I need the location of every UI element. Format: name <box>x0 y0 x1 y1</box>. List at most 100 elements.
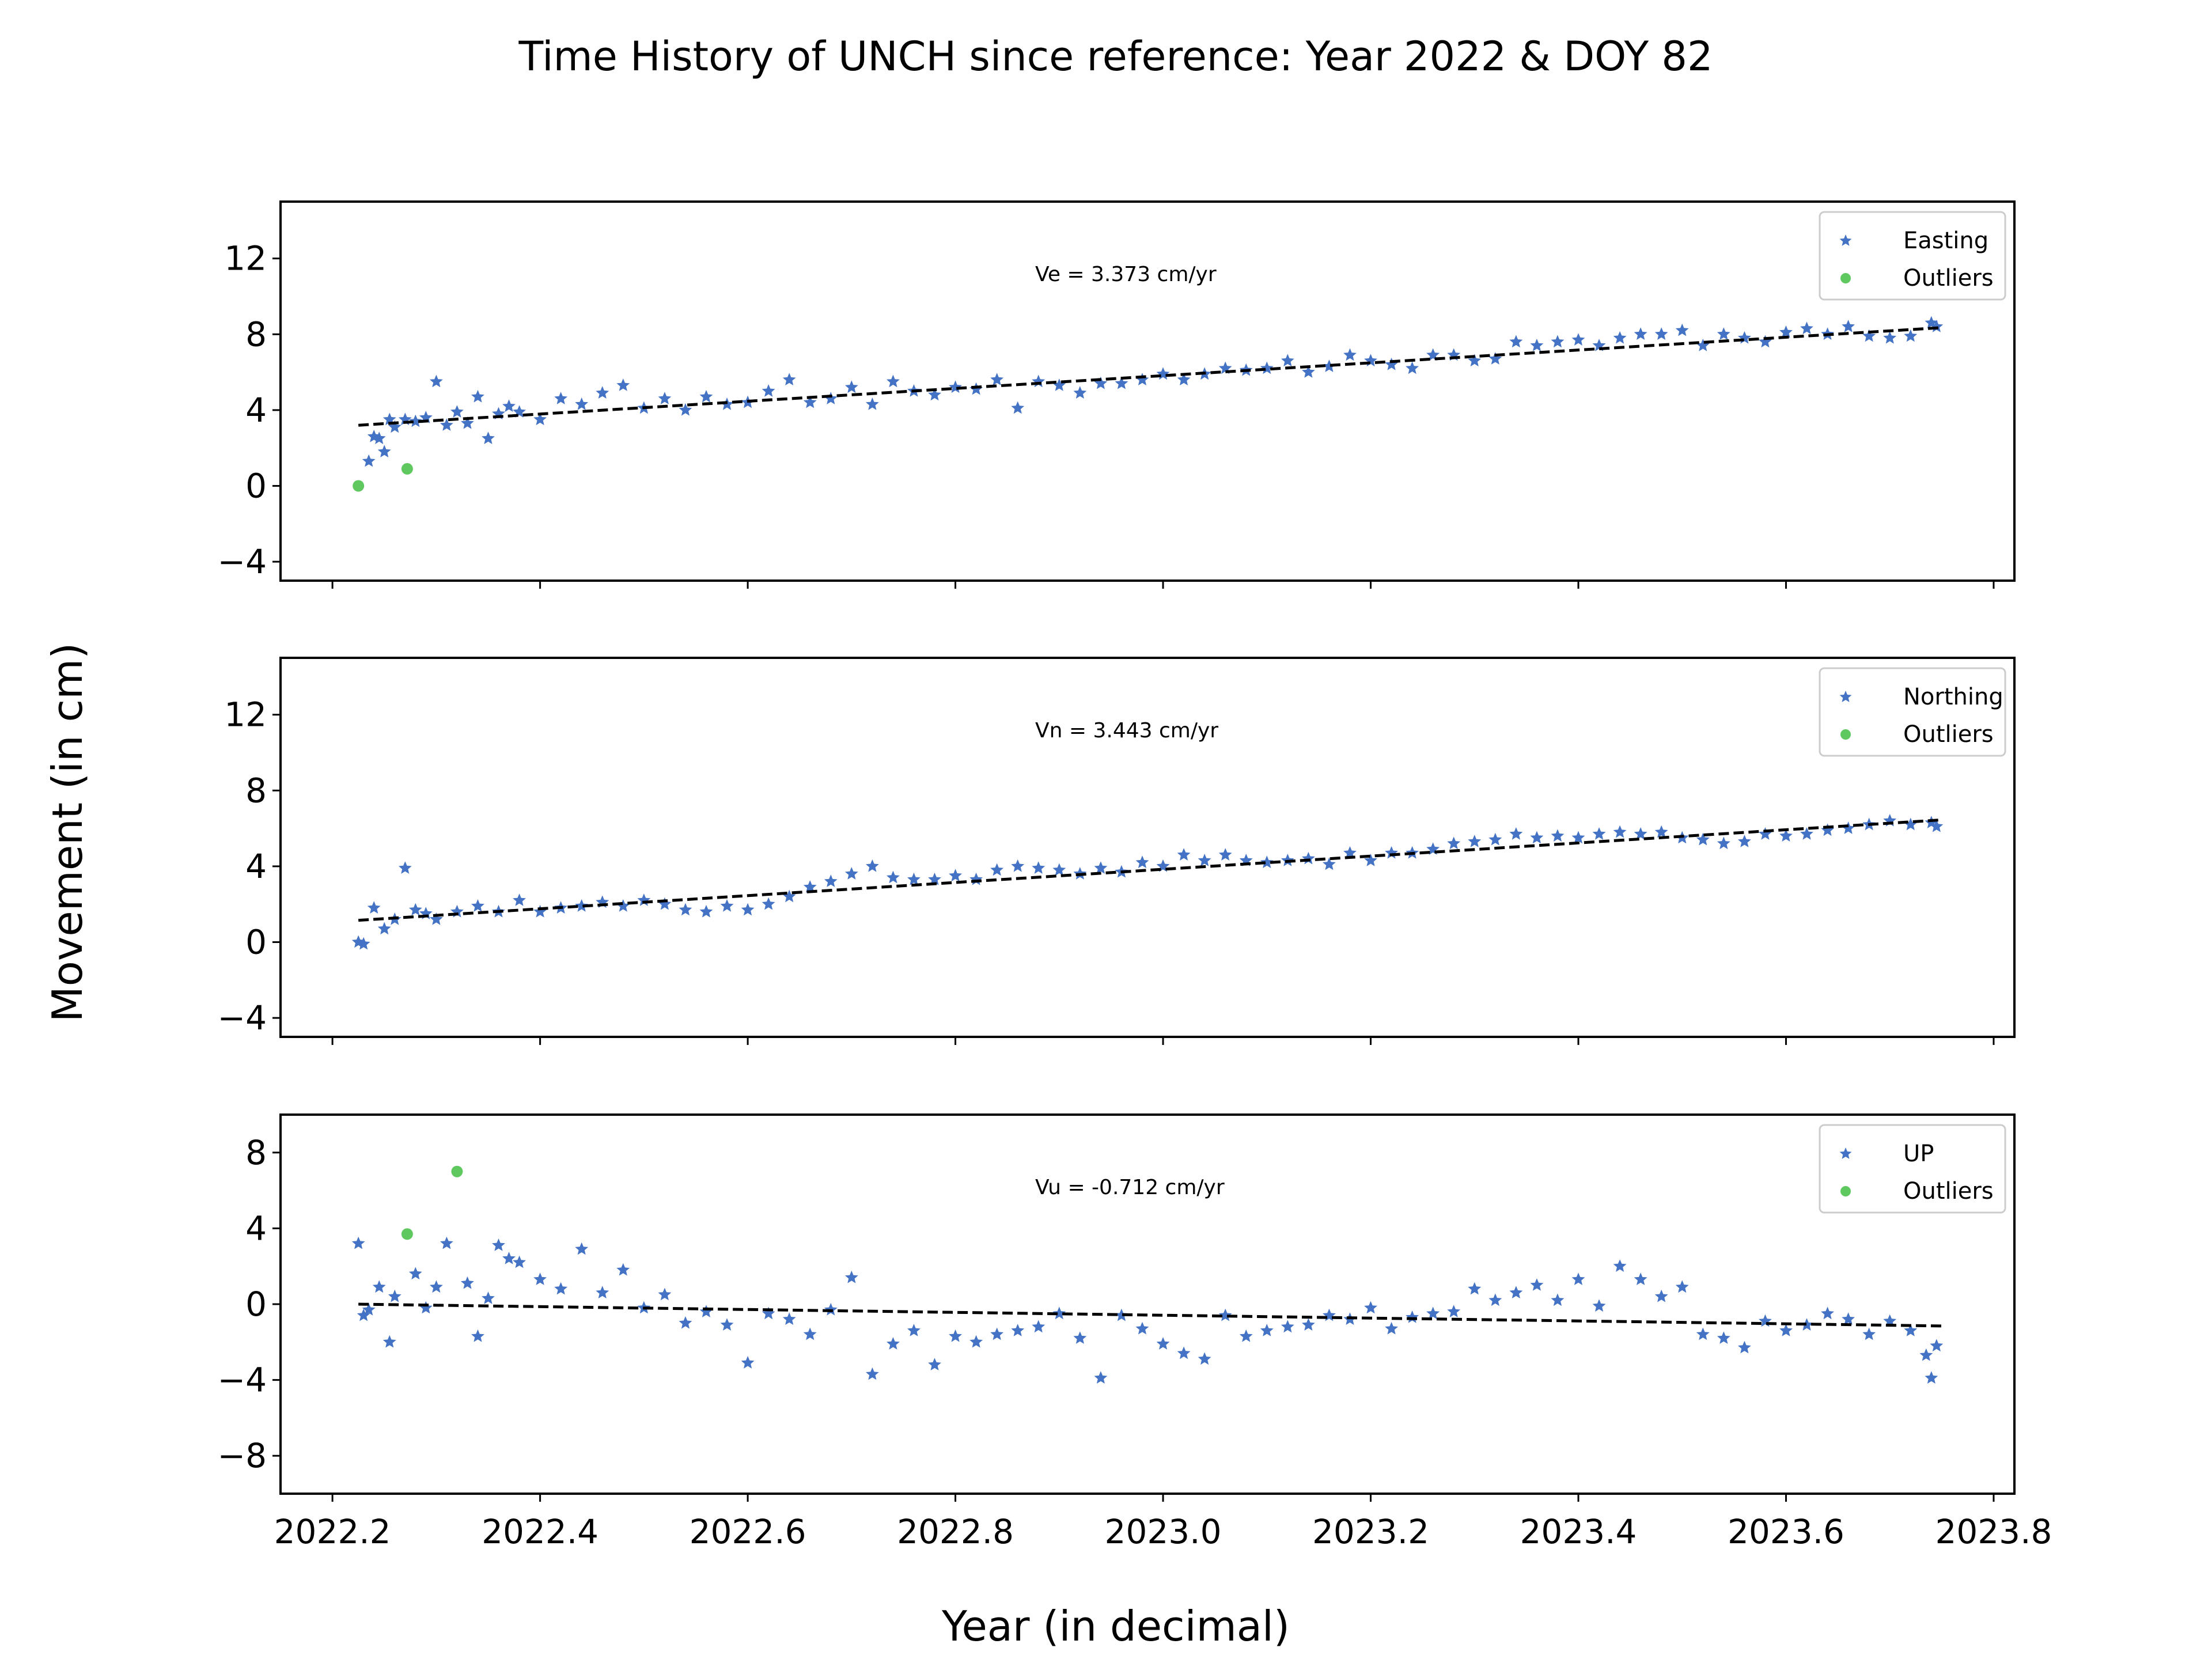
northing-northing-point <box>907 872 921 885</box>
northing-northing-point <box>429 912 443 925</box>
up-marks <box>351 1165 1944 1384</box>
up-up-point <box>1930 1339 1944 1352</box>
easting-easting-point <box>990 373 1004 385</box>
easting-easting-point <box>1385 357 1398 370</box>
easting-easting-point <box>1883 331 1897 344</box>
up-up-point <box>1468 1282 1482 1295</box>
easting-ytick-label: −4 <box>218 542 267 581</box>
up-xtick-label: 2023.2 <box>1312 1512 1429 1551</box>
easting-axes-frame <box>279 200 2016 582</box>
up-up-point <box>1717 1331 1730 1344</box>
easting-easting-point <box>471 389 484 403</box>
northing-northing-point <box>1343 846 1357 859</box>
up-up-point <box>762 1306 775 1320</box>
northing-northing-point <box>471 899 484 912</box>
up-up-point <box>1281 1320 1294 1333</box>
up-up-point <box>1364 1301 1377 1314</box>
up-up-point <box>429 1280 443 1293</box>
easting-easting-point <box>372 431 386 444</box>
up-up-point <box>616 1263 630 1276</box>
up-up-point <box>949 1329 962 1342</box>
northing-northing-point <box>844 867 858 880</box>
easting-easting-point <box>1654 327 1668 340</box>
up-xtick-label: 2023.8 <box>1935 1512 2052 1551</box>
up-up-point <box>720 1318 734 1331</box>
up-up-point <box>575 1242 589 1255</box>
northing-legend-star-marker <box>1839 691 1852 702</box>
up-up-point <box>990 1327 1004 1340</box>
northing-northing-point <box>658 897 672 910</box>
up-up-point <box>1654 1289 1668 1302</box>
up-up-point <box>1919 1348 1933 1361</box>
northing-marks <box>351 813 1944 950</box>
easting-easting-point <box>408 414 422 427</box>
easting-easting-point <box>1115 376 1128 389</box>
up-up-point <box>969 1335 983 1348</box>
easting-easting-point <box>1094 376 1108 389</box>
easting-easting-point <box>429 374 443 388</box>
easting-easting-point <box>1717 327 1730 340</box>
up-up-point <box>907 1324 921 1336</box>
up-xtick-label: 2022.6 <box>690 1512 806 1551</box>
panel-easting: −4 0 4 8 12 Ve = 3.373 cm/yr Easting Outliers <box>218 200 2016 589</box>
up-up-point <box>1094 1371 1108 1384</box>
easting-legend-outlier-marker <box>1840 273 1851 283</box>
easting-easting-point <box>1779 325 1793 338</box>
up-up-point <box>554 1282 568 1295</box>
easting-easting-point <box>1177 373 1191 385</box>
northing-northing-point <box>1738 835 1751 847</box>
up-up-point <box>1052 1306 1066 1320</box>
up-up-point <box>1302 1318 1315 1331</box>
up-up-point <box>382 1335 396 1348</box>
northing-ytick-label: 4 <box>245 847 267 886</box>
up-up-point <box>1904 1324 1918 1336</box>
northing-legend-box <box>1819 667 2006 757</box>
northing-northing-point <box>824 874 838 887</box>
northing-northing-point <box>377 922 391 935</box>
easting-easting-point <box>1135 373 1149 385</box>
up-xtick-label: 2023.6 <box>1728 1512 1844 1551</box>
easting-marks <box>353 316 1944 492</box>
easting-easting-point <box>803 395 817 408</box>
easting-easting-point <box>596 386 609 399</box>
northing-northing-point <box>1011 859 1025 872</box>
northing-northing-point <box>1592 827 1606 840</box>
northing-northing-point <box>720 899 734 912</box>
easting-ytick-label: 8 <box>245 315 267 354</box>
northing-northing-point <box>1842 821 1855 834</box>
easting-ytick-label: 4 <box>245 391 267 430</box>
up-up-point <box>1634 1272 1647 1285</box>
up-up-point <box>1800 1318 1813 1331</box>
easting-easting-point <box>1343 348 1357 361</box>
easting-easting-point <box>388 420 402 433</box>
up-up-point <box>1530 1278 1544 1291</box>
up-up-point <box>362 1302 376 1316</box>
northing-northing-point <box>1779 829 1793 842</box>
northing-northing-point <box>1654 825 1668 838</box>
up-up-point <box>1925 1371 1938 1384</box>
easting-legend-label: Easting <box>1903 228 1988 254</box>
up-legend-outlier-marker <box>1840 1186 1851 1196</box>
easting-easting-point <box>1675 323 1689 336</box>
northing-northing-point <box>367 901 381 914</box>
easting-easting-point <box>575 397 589 410</box>
easting-legend-box <box>1819 211 2006 301</box>
easting-easting-point <box>1842 320 1855 332</box>
up-legend: UP Outliers <box>1819 1124 2006 1214</box>
up-up-point <box>492 1238 505 1251</box>
northing-northing-point <box>1260 855 1274 868</box>
up-up-point <box>351 1236 365 1249</box>
northing-northing-point <box>1696 832 1710 846</box>
easting-easting-point <box>450 405 464 418</box>
northing-northing-point <box>949 869 962 882</box>
northing-northing-point <box>1613 825 1627 838</box>
easting-easting-point <box>1613 331 1627 344</box>
easting-easting-point <box>824 392 838 404</box>
figure-title: Time History of UNCH since reference: Ye… <box>518 33 1713 80</box>
panel-northing: −4 0 4 8 12 Vn = 3.443 cm/yr Northing Outliers <box>218 657 2016 1045</box>
northing-northing-point <box>1930 819 1944 832</box>
northing-velocity-annotation: Vn = 3.443 cm/yr <box>1035 719 1218 743</box>
easting-easting-point <box>866 397 879 410</box>
easting-easting-point <box>1904 329 1918 342</box>
easting-trend-line <box>358 326 1942 427</box>
